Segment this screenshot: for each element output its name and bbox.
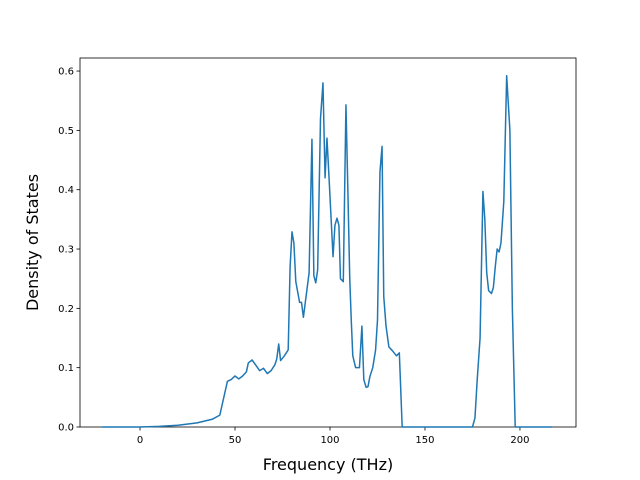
data-line <box>102 75 553 428</box>
y-axis-label: Density of States <box>23 174 42 311</box>
y-tick-label: 0.3 <box>58 245 74 256</box>
x-tick-label: 50 <box>229 435 242 446</box>
y-tick-label: 0.0 <box>58 423 74 434</box>
y-tick-label: 0.1 <box>58 363 74 374</box>
y-tick-label: 0.5 <box>58 126 74 137</box>
x-tick-label: 200 <box>510 435 529 446</box>
y-tick-label: 0.6 <box>58 67 74 78</box>
x-axis-label: Frequency (THz) <box>263 455 393 474</box>
x-tick-label: 150 <box>415 435 434 446</box>
x-tick-label: 0 <box>137 435 143 446</box>
y-tick-label: 0.4 <box>58 185 74 196</box>
x-tick-label: 100 <box>320 435 339 446</box>
plot-frame <box>79 57 577 428</box>
y-tick-label: 0.2 <box>58 304 74 315</box>
